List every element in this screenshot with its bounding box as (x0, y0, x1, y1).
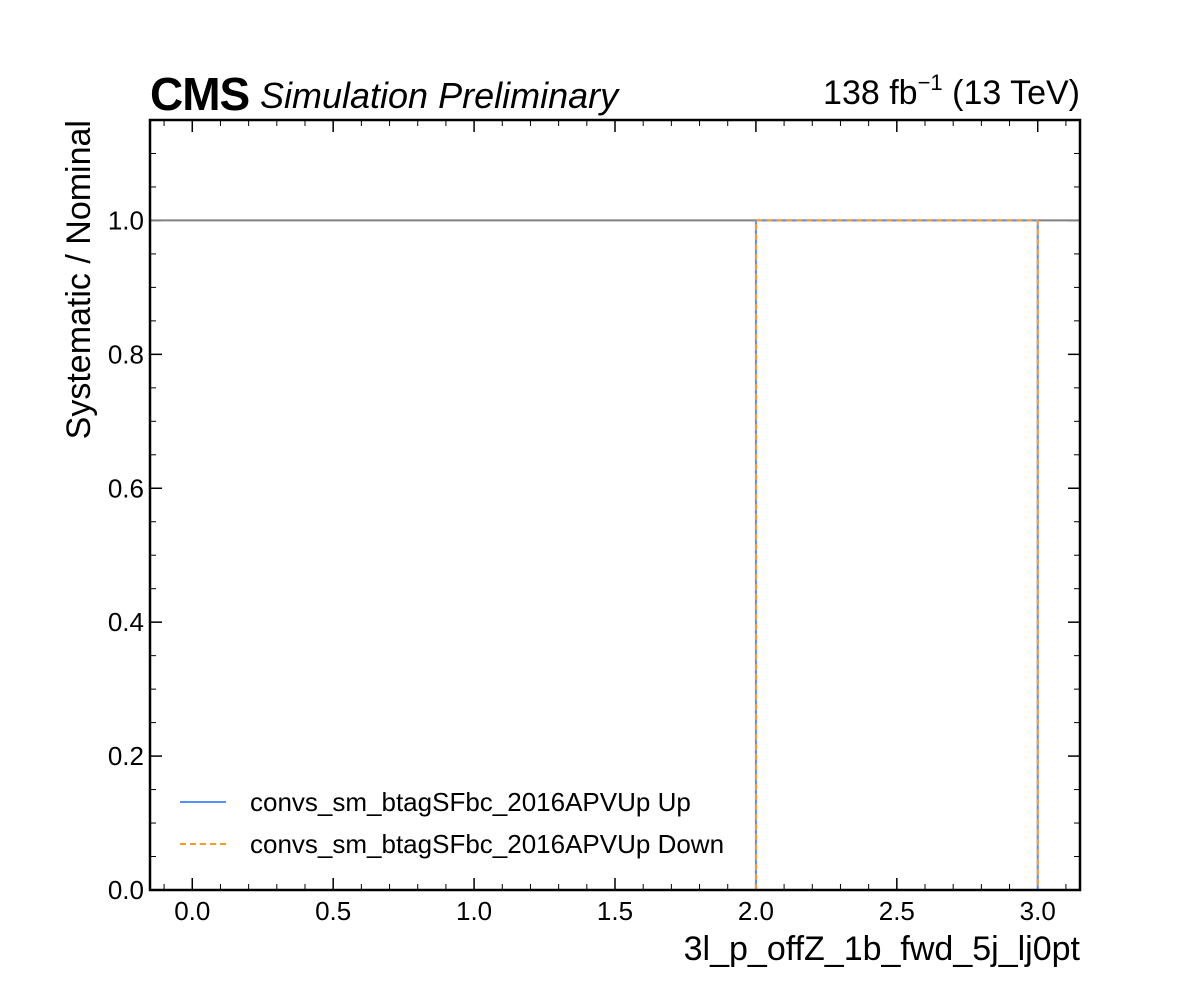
series-line-1 (754, 219, 1039, 890)
x-tick-label: 1.0 (456, 896, 492, 926)
y-tick-label: 0.2 (108, 741, 144, 771)
lumi-label: 138 fb−1 (13 TeV) (823, 70, 1080, 112)
y-tick-label: 0.6 (108, 473, 144, 503)
axis-ticks: 0.0 0.5 1.0 1.5 2.0 2.5 3.0 0.0 0.2 0.4 0.6 0.8 1.0 (108, 119, 1080, 926)
x-tick-label: 2.0 (738, 896, 774, 926)
y-axis-label: Systematic / Nominal (60, 120, 98, 439)
y-tick-label: 1.0 (108, 205, 144, 235)
status-label: Simulation Preliminary (260, 75, 620, 116)
y-tick-label: 0.8 (108, 339, 144, 369)
x-tick-label: 3.0 (1020, 896, 1056, 926)
series-line-2 (754, 219, 1039, 890)
legend: convs_sm_btagSFbc_2016APVUp Up convs_sm_b… (180, 787, 724, 859)
x-tick-label: 2.5 (879, 896, 915, 926)
legend-label-2: convs_sm_btagSFbc_2016APVUp Down (250, 829, 724, 859)
y-tick-label: 0.4 (108, 607, 144, 637)
lumi-value: 138 fb (823, 74, 918, 112)
legend-label-1: convs_sm_btagSFbc_2016APVUp Up (250, 787, 691, 817)
y-tick-label: 0.0 (108, 875, 144, 905)
energy-label: (13 TeV) (943, 74, 1080, 112)
x-tick-label: 0.5 (315, 896, 351, 926)
experiment-label: CMS (150, 68, 249, 120)
plot-frame (148, 118, 1082, 892)
plot-lines (150, 219, 1080, 890)
x-tick-label: 1.5 (597, 896, 633, 926)
x-tick-label: 0.0 (174, 896, 210, 926)
lumi-exponent: −1 (918, 70, 943, 95)
x-axis-label: 3l_p_offZ_1b_fwd_5j_lj0pt (684, 930, 1081, 968)
